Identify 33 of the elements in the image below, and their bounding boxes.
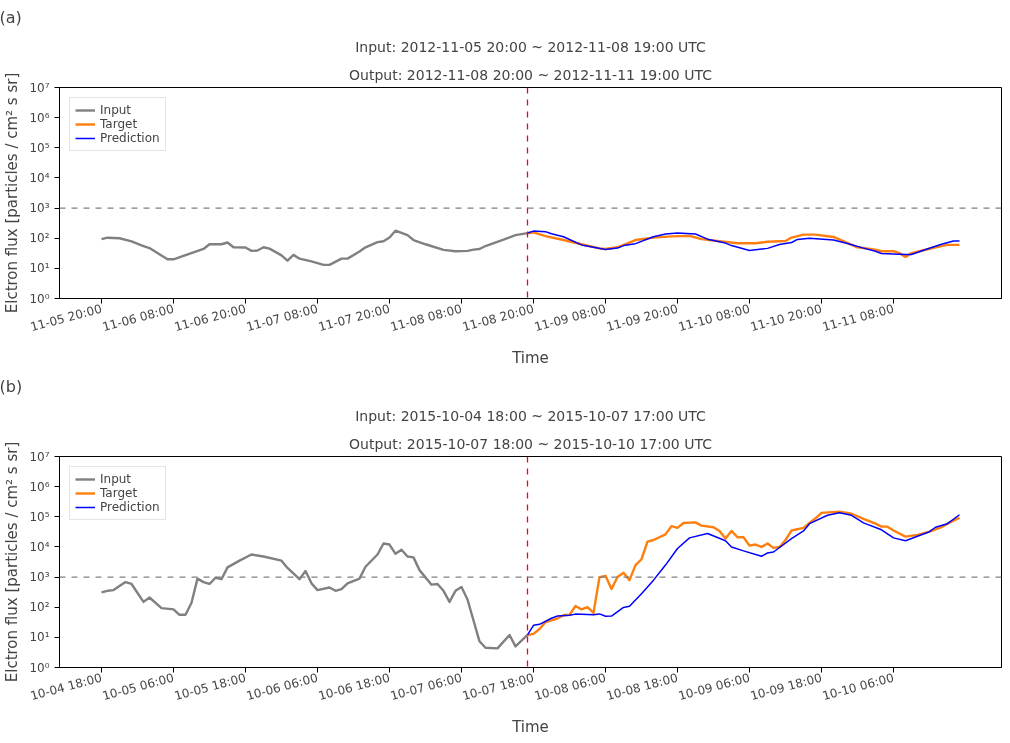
legend-label: Input <box>100 472 132 486</box>
y-tick-label: 10¹ <box>29 261 50 276</box>
y-tick-label: 10⁵ <box>29 509 50 524</box>
y-tick-label: 10³ <box>29 201 50 216</box>
y-tick-label: 10⁰ <box>29 660 50 675</box>
y-tick-label: 10⁶ <box>29 110 50 125</box>
line-series <box>100 229 529 267</box>
legend-label: Target <box>100 486 138 500</box>
legend-label: Target <box>100 117 138 131</box>
text: (a) <box>0 7 22 27</box>
y-tick-label: 10⁰ <box>29 291 50 306</box>
y-axis-title: Elctron flux [particles / cm² s sr] <box>3 72 22 314</box>
legend-label: Prediction <box>100 131 160 145</box>
y-tick-label: 10¹ <box>29 630 50 645</box>
y-tick-label: 10⁶ <box>29 479 50 494</box>
chart-subtitle: Output: 2015-10-07 18:00 ~ 2015-10-10 17:00 UTC <box>349 435 713 452</box>
y-tick-label: 10⁴ <box>29 539 50 554</box>
chart-subtitle: Output: 2012-11-08 20:00 ~ 2012-11-11 19:00 UTC <box>349 66 713 83</box>
y-tick-label: 10⁷ <box>29 449 50 464</box>
chart-title: Input: 2015-10-04 18:00 ~ 2015-10-07 17:00 UTC <box>355 407 707 424</box>
y-tick-label: 10⁷ <box>29 80 50 95</box>
x-axis-title: Time <box>511 348 549 367</box>
y-tick-label: 10² <box>29 600 50 615</box>
y-tick-label: 10⁵ <box>29 140 50 155</box>
text: (b) <box>0 376 23 396</box>
y-tick-label: 10⁴ <box>29 170 50 185</box>
legend-label: Prediction <box>100 500 160 514</box>
legend-label: Input <box>100 103 132 117</box>
y-tick-label: 10² <box>29 231 50 246</box>
y-axis-title: Elctron flux [particles / cm² s sr] <box>3 441 22 683</box>
x-axis-title: Time <box>511 717 549 736</box>
y-tick-label: 10³ <box>29 570 50 585</box>
chart-title: Input: 2012-11-05 20:00 ~ 2012-11-08 19:00 UTC <box>355 38 707 55</box>
